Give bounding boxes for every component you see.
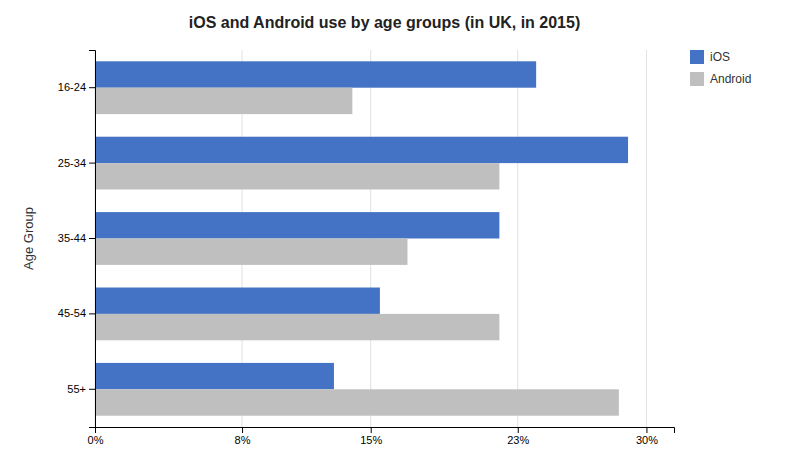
y-tick-label: 55+ [67,383,86,395]
y-tick-label: 35-44 [58,232,86,244]
bar [95,61,536,87]
y-axis-title: Age Group [21,207,36,270]
x-axis: 0% 8% 15% 23% 30% [88,427,675,446]
x-tick: 15% [360,427,382,446]
legend-item: iOS [690,50,730,64]
x-axis-line [96,428,675,434]
x-tick-mark [242,427,243,433]
grid-line [646,50,647,427]
x-tick-mark [646,427,647,433]
x-tick-label: 8% [235,434,251,446]
y-tick: 25-34 [58,157,95,169]
x-tick: 8% [235,427,251,446]
y-tick-mark [89,313,95,314]
y-tick: 16-24 [58,81,95,93]
grid-line [517,50,518,427]
y-tick-label: 25-34 [58,157,86,169]
bar-series [95,61,628,389]
y-tick-mark [89,238,95,239]
y-tick: 55+ [67,383,95,395]
grid [95,50,646,427]
x-tick-label: 15% [360,434,382,446]
x-tick-label: 0% [88,434,104,446]
y-axis-line [89,51,96,428]
y-tick: 45-54 [58,307,95,319]
bar [95,389,619,415]
bar [95,239,407,265]
bar [95,212,499,238]
bar [95,288,380,314]
chart-svg: 0% 8% 15% 23% 30% 16-24 25-34 35-44 45-54 55+ Age … [0,0,794,463]
y-tick-label: 16-24 [58,81,86,93]
y-tick-mark [89,163,95,164]
x-tick: 0% [88,427,104,446]
x-tick: 23% [507,427,529,446]
bar [95,363,334,389]
y-tick: 35-44 [58,232,95,244]
y-axis: 16-24 25-34 35-44 45-54 55+ [58,51,96,428]
legend-swatch [690,72,704,86]
bars [95,61,628,415]
y-tick-mark [89,87,95,88]
bar [95,137,628,163]
legend-item: Android [690,72,751,86]
legend-label: Android [710,72,751,86]
y-tick-mark [89,389,95,390]
x-tick-mark [518,427,519,433]
plot: 0% 8% 15% 23% 30% 16-24 25-34 35-44 45-54 55+ Age … [21,50,675,446]
legend-label: iOS [710,50,730,64]
bar [95,88,352,114]
legend: iOS Android [690,50,751,86]
title: iOS and Android use by age groups (in UK… [189,14,580,31]
legend-swatch [690,50,704,64]
x-tick-label: 23% [507,434,529,446]
bar [95,314,499,340]
x-tick-label: 30% [636,434,658,446]
y-tick-label: 45-54 [58,307,86,319]
x-tick: 30% [636,427,658,446]
bar-series [95,88,619,416]
x-tick-mark [371,427,372,433]
bar [95,163,499,189]
chart-container: 0% 8% 15% 23% 30% 16-24 25-34 35-44 45-54 55+ Age … [0,0,794,463]
